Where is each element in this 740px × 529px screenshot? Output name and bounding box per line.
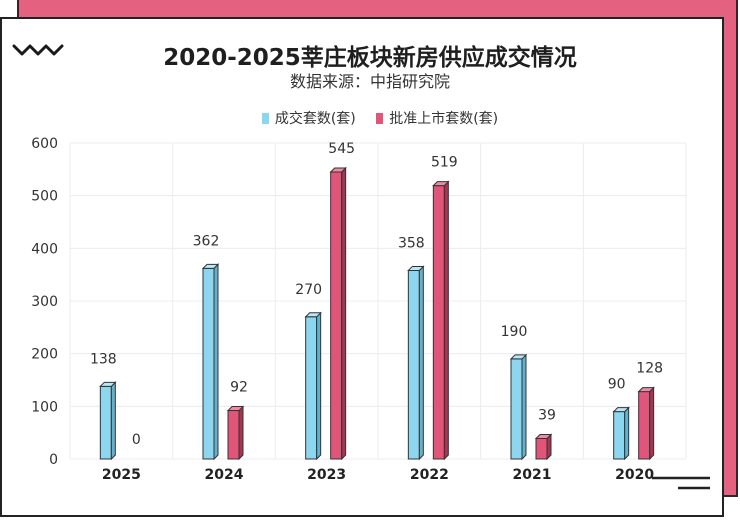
legend-swatch-series-2 bbox=[376, 113, 384, 124]
x-tick-label: 2022 bbox=[410, 467, 449, 483]
bar-approved-2023 bbox=[329, 166, 347, 461]
bar-side bbox=[649, 386, 655, 461]
bar-front bbox=[613, 411, 626, 460]
legend: 成交套数(套) 批准上市套数(套) bbox=[0, 108, 740, 128]
bar-side bbox=[238, 405, 244, 461]
bar-deals-2020 bbox=[612, 406, 630, 461]
legend-item-series-1[interactable]: 成交套数(套) bbox=[261, 108, 356, 128]
y-tick-label: 300 bbox=[31, 294, 58, 310]
bar-top bbox=[509, 354, 528, 360]
chart-title: 2020-2025莘庄板块新房供应成交情况 bbox=[163, 45, 577, 71]
data-label: 0 bbox=[132, 432, 141, 448]
bar-top bbox=[534, 433, 553, 439]
bar-top bbox=[407, 265, 425, 271]
bar-side bbox=[110, 381, 116, 461]
bar-deals-2021 bbox=[509, 353, 528, 461]
bar-top bbox=[612, 407, 630, 413]
zigzag-icon bbox=[12, 44, 64, 56]
chart-card bbox=[0, 17, 724, 517]
bar-side bbox=[213, 263, 219, 461]
bar-deals-2025 bbox=[99, 381, 117, 461]
bar-side bbox=[443, 180, 449, 461]
bar-front bbox=[227, 410, 240, 460]
bar-front bbox=[510, 358, 523, 460]
y-tick-label: 600 bbox=[31, 136, 58, 152]
y-tick-label: 400 bbox=[31, 241, 58, 257]
y-tick-label: 500 bbox=[31, 189, 58, 205]
x-tick-label: 2025 bbox=[102, 467, 141, 483]
x-tick-label: 2024 bbox=[205, 467, 244, 483]
data-label: 138 bbox=[90, 351, 117, 367]
bar-top bbox=[304, 312, 322, 318]
x-tick-label: 2023 bbox=[307, 467, 346, 483]
bar-front bbox=[305, 316, 318, 460]
legend-label-series-2: 批准上市套数(套) bbox=[389, 111, 499, 127]
x-tick-label: 2021 bbox=[513, 467, 552, 483]
bar-front bbox=[638, 391, 651, 460]
bar-front bbox=[330, 171, 343, 460]
bar-top bbox=[432, 181, 450, 187]
data-label: 92 bbox=[230, 380, 248, 396]
bar-approved-2022 bbox=[432, 180, 450, 461]
bar-side bbox=[624, 406, 630, 461]
bar-front bbox=[202, 267, 215, 460]
chart-subtitle: 数据来源：中指研究院 bbox=[289, 72, 450, 91]
bar-deals-2022 bbox=[407, 265, 425, 461]
bar-top bbox=[99, 381, 117, 387]
legend-label-series-1: 成交套数(套) bbox=[274, 111, 356, 127]
data-label: 519 bbox=[431, 155, 458, 171]
bar-side bbox=[341, 166, 347, 461]
y-tick-label: 0 bbox=[49, 452, 58, 468]
legend-item-series-2[interactable]: 批准上市套数(套) bbox=[376, 108, 498, 128]
double-line-icon bbox=[652, 476, 710, 490]
bar-deals-2023 bbox=[304, 311, 322, 461]
bar-side bbox=[521, 353, 527, 461]
bar-front bbox=[432, 185, 445, 460]
bar-top bbox=[329, 167, 347, 173]
bar-deals-2024 bbox=[201, 263, 220, 461]
data-label: 128 bbox=[636, 361, 663, 377]
data-label: 39 bbox=[538, 407, 556, 423]
bar-front bbox=[407, 269, 420, 460]
y-tick-label: 200 bbox=[31, 347, 58, 363]
bar-approved-2021 bbox=[534, 433, 553, 461]
data-label: 545 bbox=[328, 141, 355, 157]
bar-approved-2024 bbox=[226, 405, 245, 461]
x-tick-label: 2020 bbox=[615, 467, 654, 483]
data-label: 358 bbox=[398, 235, 425, 251]
data-label: 190 bbox=[501, 324, 528, 340]
data-label: 362 bbox=[193, 233, 220, 249]
bar-top bbox=[637, 387, 655, 393]
data-label: 90 bbox=[608, 377, 626, 393]
data-label: 270 bbox=[295, 282, 322, 298]
y-tick-label: 100 bbox=[31, 399, 58, 415]
bar-approved-2020 bbox=[637, 386, 655, 461]
card-border-left bbox=[0, 17, 2, 517]
bar-top bbox=[201, 263, 220, 269]
legend-swatch-series-1 bbox=[261, 113, 269, 124]
bar-front bbox=[535, 437, 548, 460]
bar-front bbox=[99, 385, 112, 460]
bar-side bbox=[316, 311, 322, 461]
bar-side bbox=[418, 265, 424, 461]
bar-top bbox=[226, 406, 245, 412]
